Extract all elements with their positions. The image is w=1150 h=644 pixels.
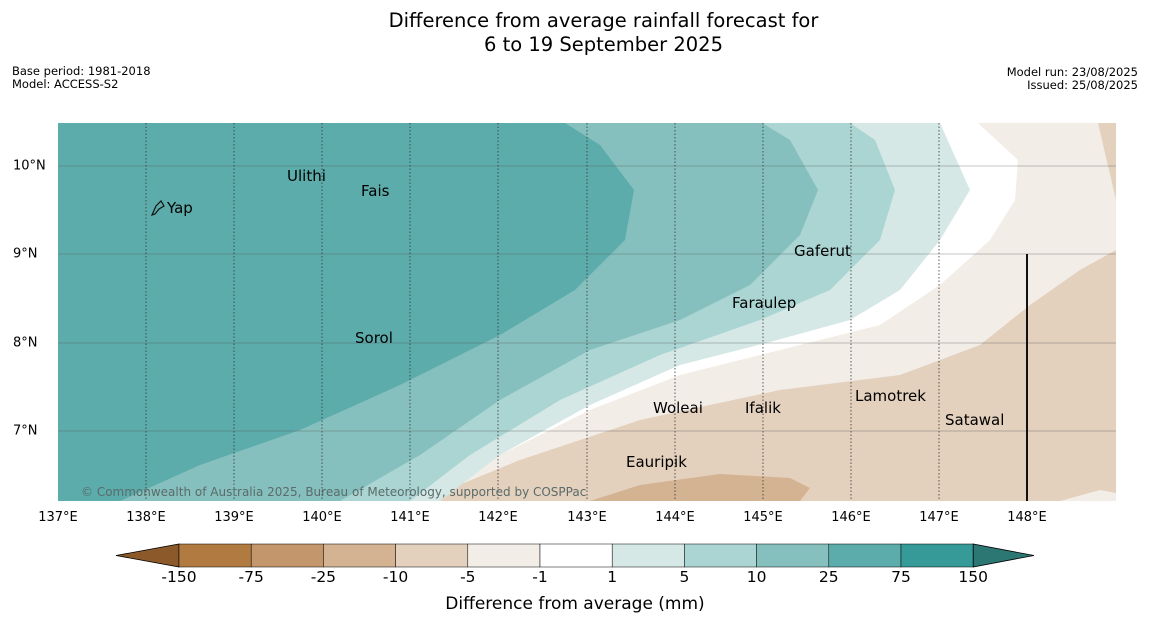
contour-band-pos25: [58, 123, 634, 501]
latitude-lines: [58, 165, 1116, 432]
place-label-satawal: Satawal: [945, 411, 1005, 429]
colorbar-tick-label: 150: [958, 568, 988, 586]
copyright-notice: © Commonwealth of Australia 2025, Bureau…: [81, 485, 587, 499]
x-tick-label: 139°E: [214, 510, 254, 525]
colorbar-segment: [539, 543, 613, 568]
model-run: Model run: 23/08/2025: [1006, 65, 1138, 79]
colorbar-segment: [323, 543, 396, 568]
colorbar-tick-label: -25: [310, 568, 337, 586]
contour-layer: [58, 123, 1116, 501]
place-label-yap: Yap: [167, 199, 193, 217]
place-label-ifalik: Ifalik: [745, 399, 781, 417]
meta-right: Model run: 23/08/2025 Issued: 25/08/2025: [1007, 66, 1138, 92]
title-line2: 6 to 19 September 2025: [484, 33, 723, 56]
colorbar-segment: [250, 543, 324, 568]
colorbar-segment: [467, 543, 541, 568]
place-label-woleai: Woleai: [653, 399, 703, 417]
place-label-fais: Fais: [361, 182, 390, 200]
place-label-ulithi: Ulithi: [287, 167, 326, 185]
place-label-lamotrek: Lamotrek: [855, 387, 926, 405]
y-tick-label: 7°N: [13, 423, 38, 439]
x-tick-label: 148°E: [1007, 510, 1047, 525]
colorbar-tick-label: -5: [460, 568, 476, 586]
colorbar-segment: [684, 543, 757, 568]
colorbar-segment: [178, 543, 252, 568]
colorbar-segment: [395, 543, 469, 568]
x-tick-label: 144°E: [655, 510, 695, 525]
colorbar-tick-label: 75: [891, 568, 911, 586]
colorbar-tick-label: -75: [238, 568, 264, 586]
y-tick-label: 10°N: [13, 158, 46, 174]
colorbar-tick-label: 25: [818, 568, 839, 586]
place-label-gaferut: Gaferut: [794, 242, 851, 260]
colorbar-tick-label: 10: [746, 568, 767, 586]
base-period: Base period: 1981-2018: [12, 64, 151, 78]
chart-title: Difference from average rainfall forecas…: [0, 9, 1150, 57]
model-name: Model: ACCESS-S2: [12, 77, 119, 91]
title-line1: Difference from average rainfall forecas…: [388, 9, 819, 32]
colorbar-tick-label: -150: [161, 568, 197, 586]
x-tick-label: 143°E: [567, 510, 607, 525]
yap-island-outline: [150, 200, 165, 216]
place-label-eauripik: Eauripik: [626, 453, 687, 471]
x-tick-label: 142°E: [478, 510, 518, 525]
colorbar-segment: [828, 543, 902, 568]
colorbar: [115, 543, 1035, 568]
x-tick-label: 141°E: [390, 510, 430, 525]
colorbar-segment: [756, 543, 830, 568]
colorbar-segment: [611, 543, 685, 568]
x-tick-label: 145°E: [743, 510, 783, 525]
x-tick-label: 140°E: [302, 510, 342, 525]
gridlines: [145, 123, 940, 501]
issued-date: Issued: 25/08/2025: [1027, 78, 1138, 92]
x-tick-label: 146°E: [831, 510, 871, 525]
colorbar-title: Difference from average (mm): [445, 594, 705, 614]
colorbar-tick-label: -10: [382, 568, 409, 586]
place-label-sorol: Sorol: [355, 329, 393, 347]
place-label-faraulep: Faraulep: [732, 294, 797, 312]
colorbar-extend-low: [115, 543, 180, 568]
contour-band-neg10-corner: [1060, 490, 1116, 501]
colorbar-segment: [900, 543, 974, 568]
contour-band-neg25: [590, 474, 810, 501]
y-tick-label: 9°N: [13, 246, 38, 262]
colorbar-tick-label: -1: [532, 568, 548, 586]
x-tick-label: 138°E: [126, 510, 166, 525]
colorbar-extend-high: [972, 543, 1035, 568]
colorbar-tick-label: 5: [679, 568, 690, 586]
colorbar-tick-label: 1: [607, 568, 618, 586]
x-tick-label: 147°E: [919, 510, 959, 525]
x-tick-label: 137°E: [38, 510, 78, 525]
meta-left: Base period: 1981-2018 Model: ACCESS-S2: [12, 65, 151, 91]
y-tick-label: 8°N: [13, 335, 38, 351]
